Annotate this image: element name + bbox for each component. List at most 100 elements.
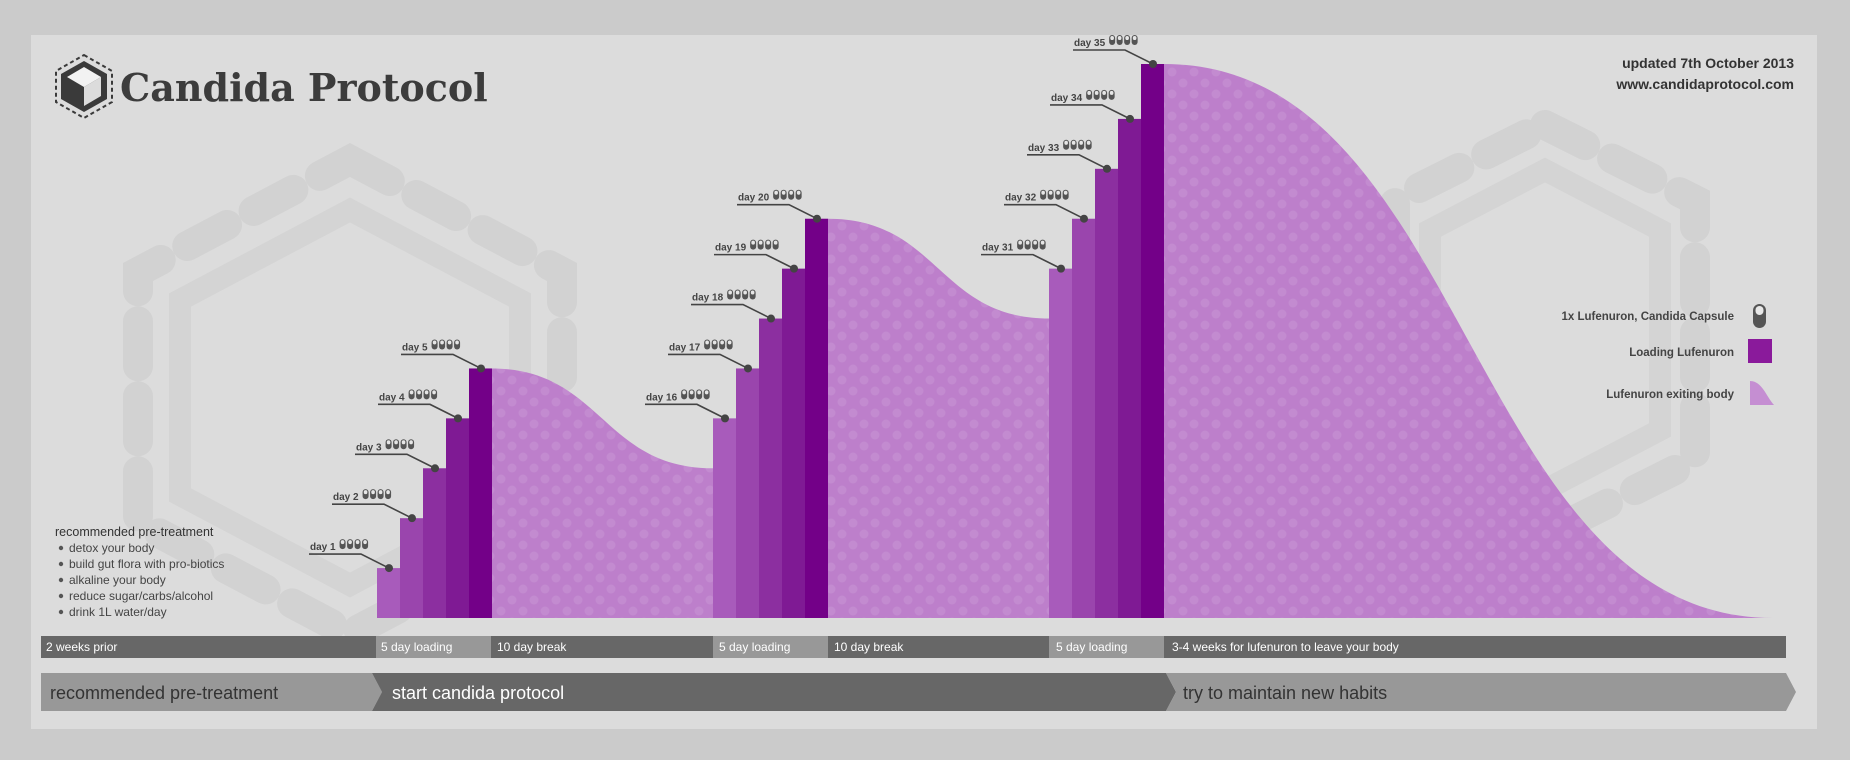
- leader-line: [401, 353, 482, 370]
- day-label: day 31: [982, 239, 1046, 254]
- svg-text:drink 1L water/day: drink 1L water/day: [69, 605, 167, 619]
- capsule-icon: [1109, 35, 1138, 45]
- loading-bar: [782, 268, 805, 618]
- marker-dot: [1057, 264, 1065, 273]
- marker-dot: [767, 314, 775, 323]
- day-label: day 17: [669, 339, 733, 353]
- timeline-segment-loading-1: [376, 636, 491, 658]
- day-label: day 32: [1005, 189, 1069, 204]
- svg-text:reduce sugar/carbs/alcohol: reduce sugar/carbs/alcohol: [69, 589, 213, 603]
- timeline-segment-loading-3: [1049, 636, 1164, 658]
- day-label: day 19: [715, 239, 779, 254]
- leader-line: [378, 403, 459, 420]
- leader-line: [645, 403, 726, 420]
- timeline-label: 5 day loading: [719, 640, 790, 654]
- capsule-icon: [704, 339, 733, 350]
- day-label: day 20: [738, 189, 802, 204]
- marker-dot: [408, 514, 416, 523]
- loading-bar: [1141, 64, 1164, 618]
- square-swatch-icon: [1748, 339, 1772, 363]
- capsule-icon: [727, 289, 756, 300]
- cube-logo-icon: [55, 53, 113, 120]
- day-label-text: day 33: [1028, 143, 1060, 154]
- day-label-text: day 20: [738, 193, 770, 204]
- decay-area-texture: [1164, 64, 1773, 618]
- timeline-segment-pre: [41, 636, 376, 658]
- leader-line: [309, 553, 390, 569]
- day-label-text: day 34: [1051, 93, 1083, 104]
- pre-treatment-list: recommended pre-treatment detox your bod…: [55, 525, 224, 619]
- timeline-segment-exit: [1164, 636, 1786, 658]
- svg-text:build gut flora with pro-bioti: build gut flora with pro-biotics: [69, 557, 224, 571]
- timeline-label: 5 day loading: [1056, 640, 1127, 654]
- capsule-icon: [1086, 89, 1115, 100]
- day-label-text: day 5: [402, 342, 428, 353]
- loading-bar: [446, 418, 469, 618]
- list-item: detox your body: [58, 541, 154, 555]
- marker-dot: [1149, 60, 1157, 68]
- day-label-text: day 16: [646, 392, 678, 403]
- svg-text:alkaline your body: alkaline your body: [69, 573, 166, 587]
- legend-label-capsule: 1x Lufenuron, Candida Capsule: [1561, 311, 1734, 323]
- day-label: day 5: [402, 339, 461, 353]
- legend-label-exiting: Lufenuron exiting body: [1606, 389, 1734, 401]
- list-item: reduce sugar/carbs/alcohol: [58, 589, 213, 603]
- marker-dot: [790, 264, 798, 273]
- marker-dot: [744, 364, 752, 373]
- legend: 1x Lufenuron, Candida Capsule Loading Lu…: [1561, 304, 1774, 405]
- svg-text:detox your body: detox your body: [69, 541, 154, 555]
- website-link[interactable]: www.candidaprotocol.com: [1615, 76, 1794, 92]
- day-label: day 18: [692, 289, 756, 304]
- day-label-text: day 1: [310, 542, 336, 553]
- leader-line: [737, 203, 818, 220]
- leader-line: [981, 253, 1062, 270]
- marker-dot: [477, 364, 485, 373]
- phase-arrows: recommended pre-treatment start candida …: [41, 673, 1796, 711]
- capsule-icon: [1063, 139, 1092, 150]
- day-label-text: day 19: [715, 243, 747, 254]
- day-label-text: day 3: [356, 442, 382, 453]
- leader-line: [1027, 154, 1108, 170]
- phase-label: recommended pre-treatment: [50, 683, 278, 703]
- legend-label-loading: Loading Lufenuron: [1629, 347, 1734, 359]
- capsule-icon: [750, 239, 779, 250]
- marker-dot: [813, 214, 821, 223]
- timeline-label: 2 weeks prior: [46, 640, 117, 654]
- day-label-text: day 4: [379, 392, 405, 403]
- capsule-icon: [362, 489, 392, 500]
- marker-dot: [1103, 164, 1111, 173]
- loading-bar: [1118, 118, 1141, 618]
- loading-bar: [423, 468, 446, 618]
- updated-date: updated 7th October 2013: [1622, 55, 1794, 71]
- phase-label: start candida protocol: [392, 683, 564, 703]
- marker-dot: [1080, 214, 1088, 223]
- marker-dot: [431, 464, 439, 473]
- leader-line: [1050, 104, 1131, 120]
- day-labels: day 1 day 2 day 3 day 4 day 5 day 16 day 17 day…: [309, 35, 1157, 573]
- phase-arrow-protocol: [372, 673, 1176, 711]
- leader-line: [714, 253, 795, 270]
- leader-line: [1073, 49, 1154, 65]
- loading-bar: [759, 318, 782, 618]
- day-label-text: day 32: [1005, 193, 1037, 204]
- loading-bar: [1072, 218, 1095, 619]
- leader-line: [332, 503, 413, 519]
- phase-arrow-pre-treatment: [41, 673, 382, 711]
- decay-area-texture: [491, 368, 713, 618]
- timeline-segment-break-2: [828, 636, 1049, 658]
- decay-area-texture: [828, 218, 1049, 619]
- capsule-icon: [385, 439, 415, 450]
- marker-dot: [454, 414, 462, 423]
- capsule-icon: [431, 339, 461, 350]
- curve-swatch-icon: [1750, 381, 1774, 405]
- timeline-label: 10 day break: [497, 640, 567, 654]
- timeline-label: 10 day break: [834, 640, 904, 654]
- list-item: alkaline your body: [58, 573, 166, 587]
- list-item: drink 1L water/day: [58, 605, 167, 619]
- capsule-icon: [1753, 304, 1766, 328]
- day-label-text: day 31: [982, 243, 1014, 254]
- capsule-icon: [681, 389, 710, 400]
- day-label: day 3: [356, 439, 415, 453]
- capsule-icon: [1040, 189, 1069, 200]
